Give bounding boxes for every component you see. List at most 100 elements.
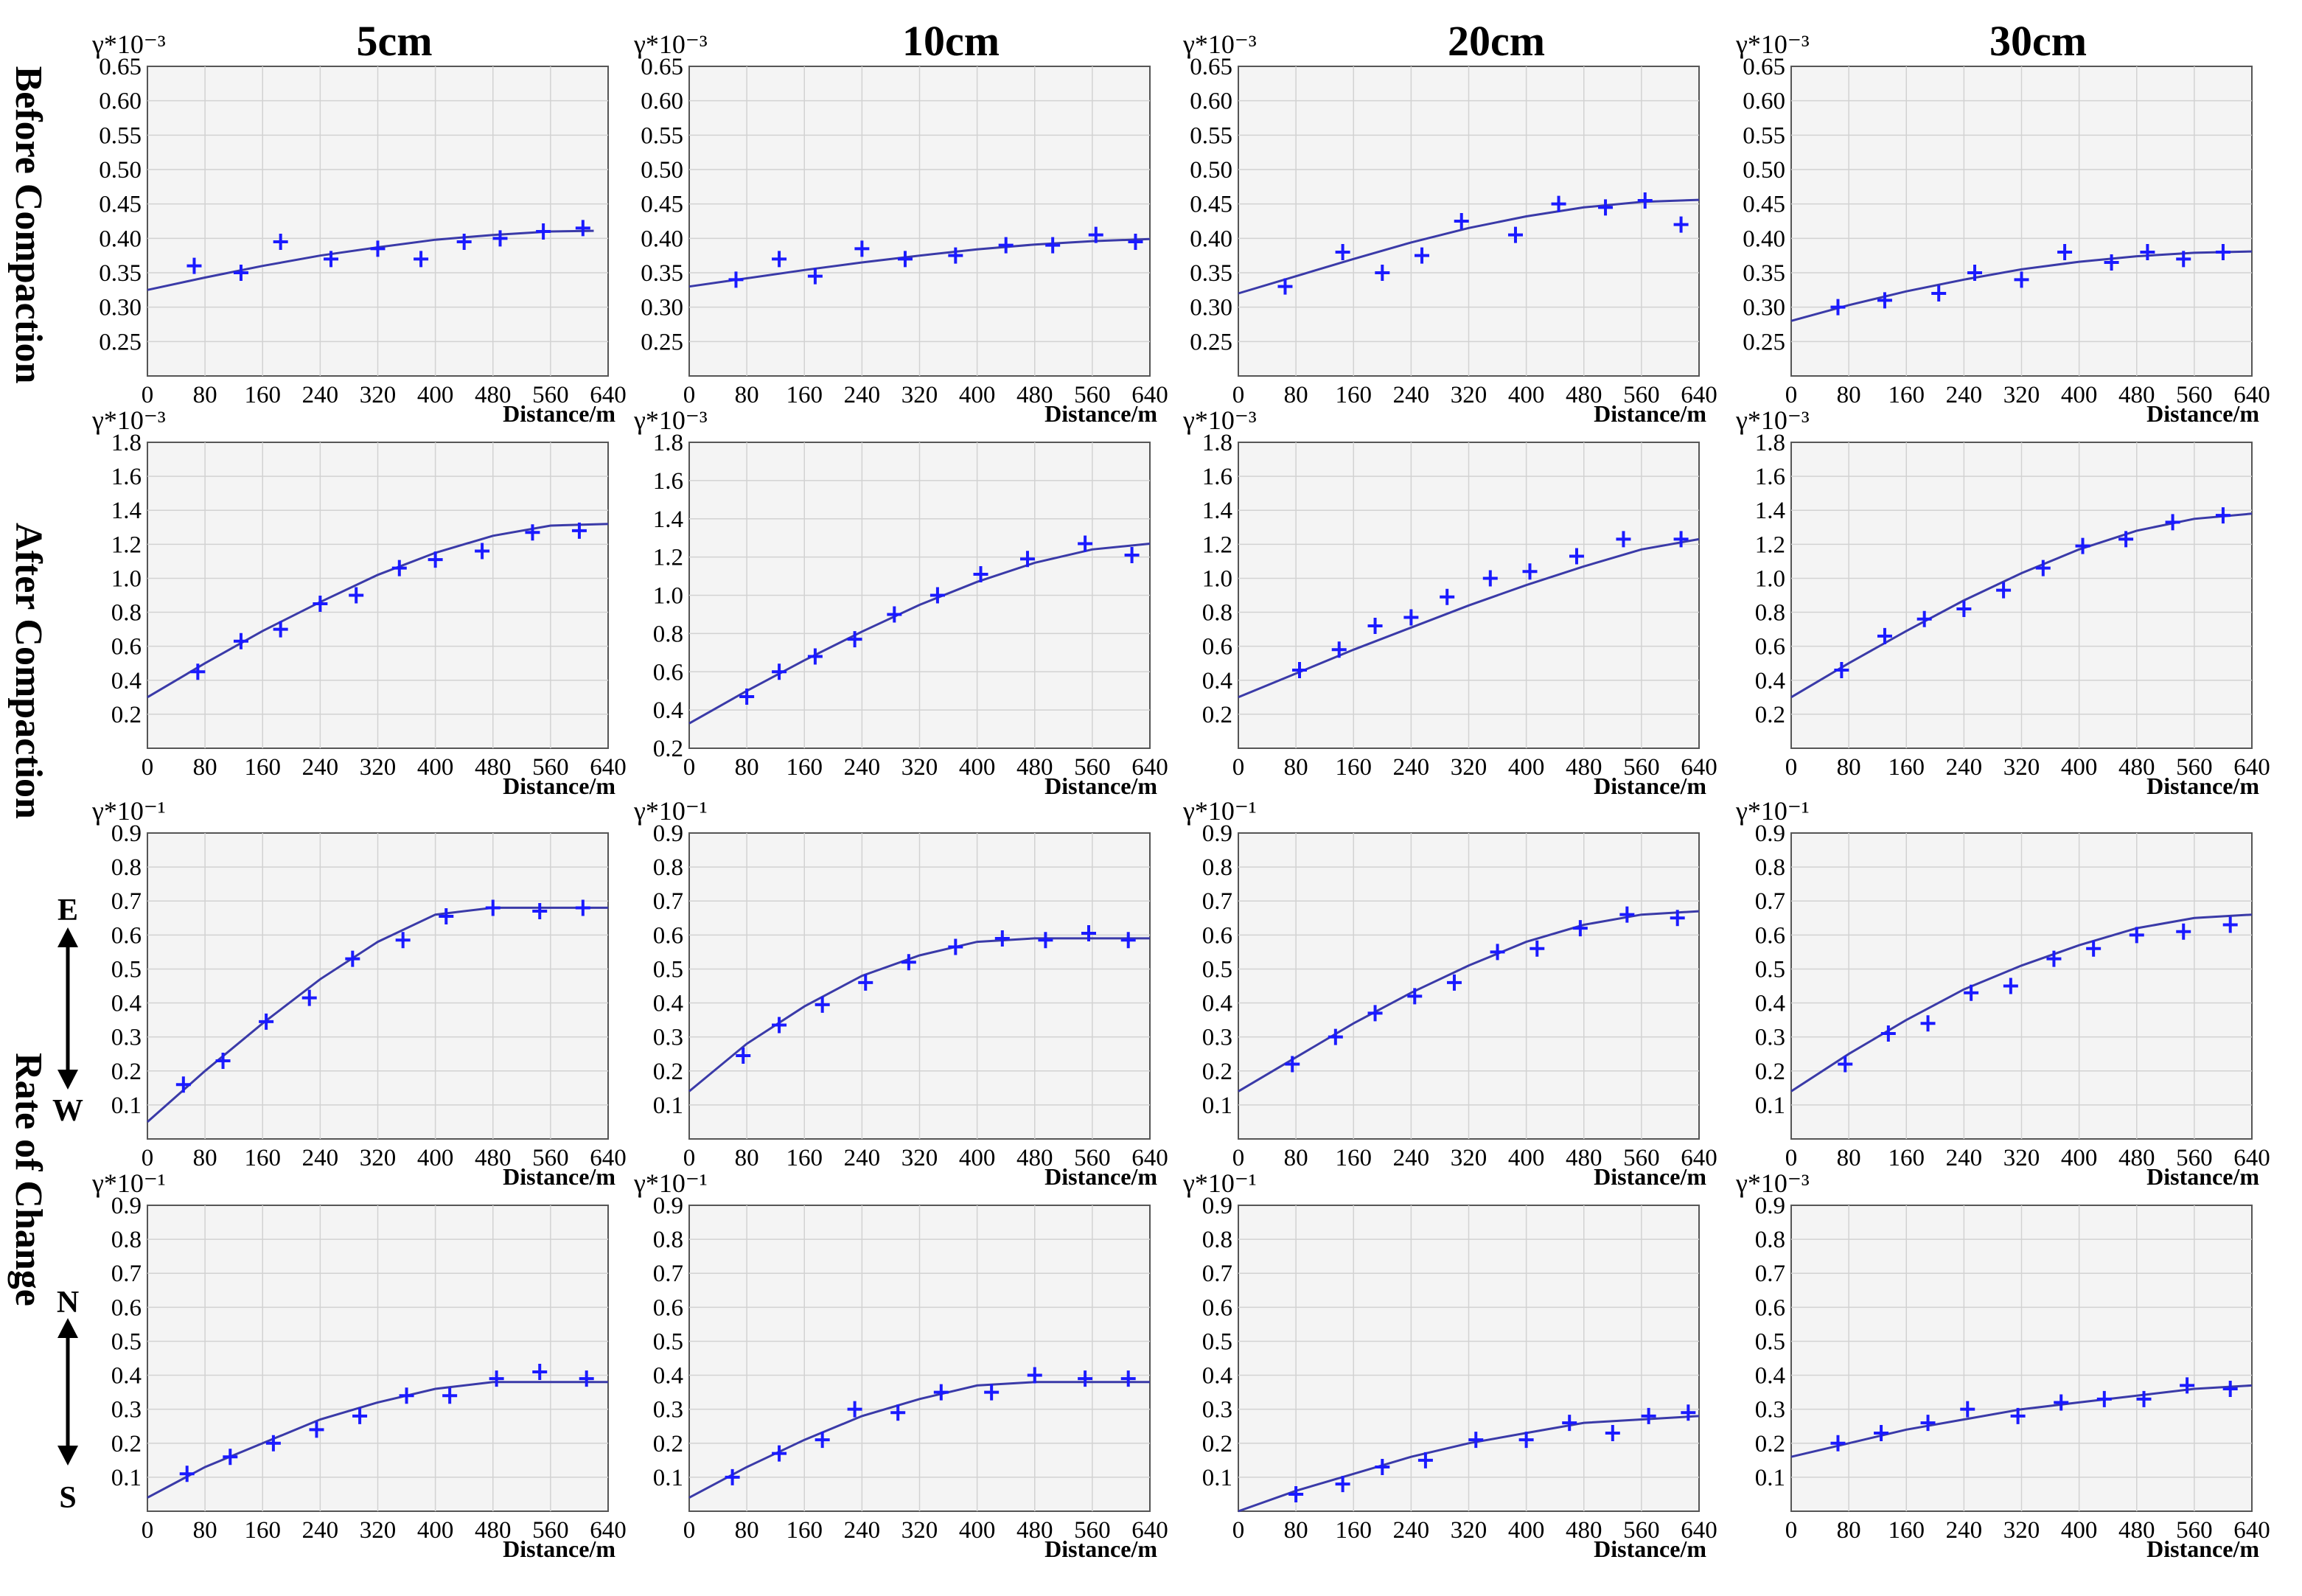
data-point bbox=[571, 522, 587, 539]
x-tick-label: 480 bbox=[475, 1145, 512, 1171]
y-tick-label: 0.40 bbox=[1743, 226, 1785, 252]
data-point bbox=[475, 543, 490, 560]
data-point bbox=[1605, 1424, 1620, 1441]
data-point bbox=[887, 606, 902, 623]
fit-line bbox=[147, 1381, 608, 1499]
data-point bbox=[1045, 237, 1061, 254]
x-tick-label: 80 bbox=[735, 754, 759, 781]
data-point bbox=[1375, 1459, 1390, 1476]
data-point bbox=[1507, 226, 1523, 243]
y-tick-label: 0.6 bbox=[1202, 922, 1232, 949]
chart-panel-r0-c2: 0 80 160 240 320 400 480 560 640 0.25 0.30 0.35 0.40… bbox=[1182, 29, 1717, 427]
data-point bbox=[2222, 1381, 2238, 1397]
data-point bbox=[1616, 531, 1631, 548]
direction-arrowhead-west bbox=[57, 1070, 78, 1090]
data-point bbox=[1454, 213, 1469, 229]
y-tick-label: 0.25 bbox=[99, 329, 142, 355]
data-point bbox=[1572, 920, 1588, 937]
data-point bbox=[442, 1387, 458, 1404]
x-tick-label: 400 bbox=[959, 1145, 996, 1171]
data-point bbox=[1637, 192, 1653, 209]
data-point bbox=[1530, 940, 1545, 957]
x-tick-label: 480 bbox=[475, 1517, 512, 1544]
fit-line bbox=[1238, 1415, 1700, 1513]
x-tick-label: 320 bbox=[1451, 382, 1487, 408]
x-tick-label: 0 bbox=[1232, 1517, 1245, 1544]
x-tick-label: 160 bbox=[1888, 1145, 1925, 1171]
y-tick-label: 1.4 bbox=[111, 498, 142, 524]
x-axis-label: Distance/m bbox=[1044, 773, 1157, 799]
x-tick-label: 320 bbox=[360, 1517, 397, 1544]
data-point bbox=[2003, 978, 2018, 994]
y-tick-label: 0.3 bbox=[1755, 1025, 1785, 1051]
data-point bbox=[1120, 932, 1136, 949]
data-point bbox=[1367, 618, 1383, 634]
data-point bbox=[1415, 247, 1430, 264]
data-point bbox=[391, 560, 407, 576]
x-tick-label: 480 bbox=[1016, 1517, 1053, 1544]
data-point bbox=[1673, 531, 1689, 548]
y-tick-label: 0.1 bbox=[653, 1465, 683, 1491]
y-tick-label: 0.4 bbox=[1202, 668, 1232, 694]
x-tick-label: 80 bbox=[1837, 1145, 1861, 1171]
y-tick-label: 0.2 bbox=[111, 1431, 142, 1457]
data-point bbox=[525, 524, 540, 541]
data-point bbox=[929, 587, 945, 604]
x-axis-label: Distance/m bbox=[1594, 773, 1706, 799]
y-tick-label: 0.6 bbox=[1202, 1294, 1232, 1321]
data-point bbox=[1518, 1432, 1534, 1449]
data-point bbox=[1960, 1401, 1975, 1418]
y-tick-label: 0.8 bbox=[1202, 1227, 1232, 1253]
y-tick-label: 0.55 bbox=[1743, 122, 1785, 149]
y-axis-label: γ*10⁻³ bbox=[1735, 29, 1810, 59]
y-tick-label: 0.8 bbox=[111, 600, 142, 627]
y-tick-label: 0.4 bbox=[111, 668, 142, 694]
x-tick-label: 560 bbox=[1623, 1517, 1660, 1544]
x-tick-label: 0 bbox=[142, 754, 154, 781]
direction-label-north: N bbox=[57, 1286, 79, 1320]
y-tick-label: 0.2 bbox=[653, 1431, 683, 1457]
data-point bbox=[973, 565, 988, 582]
y-tick-label: 0.9 bbox=[111, 820, 142, 847]
fit-line bbox=[1790, 250, 2253, 322]
y-tick-label: 1.4 bbox=[1202, 498, 1232, 524]
y-tick-label: 0.50 bbox=[99, 157, 142, 184]
x-tick-label: 480 bbox=[1566, 382, 1602, 408]
x-tick-label: 80 bbox=[1837, 1517, 1861, 1544]
chart-panel-r3-c0: 0 80 160 240 320 400 480 560 640 0.1 0.2 0.3 0.4 0.5 0… bbox=[91, 1168, 627, 1562]
y-tick-label: 0.4 bbox=[1755, 668, 1785, 694]
data-point bbox=[1468, 1432, 1484, 1449]
data-point bbox=[2096, 1390, 2112, 1407]
x-tick-label: 160 bbox=[1888, 1517, 1925, 1544]
data-point bbox=[1292, 661, 1308, 678]
y-tick-label: 0.6 bbox=[111, 922, 142, 949]
y-tick-label: 0.65 bbox=[99, 54, 142, 80]
x-tick-label: 480 bbox=[1566, 1145, 1602, 1171]
x-tick-label: 160 bbox=[786, 1517, 823, 1544]
data-point bbox=[1328, 1028, 1343, 1045]
data-point bbox=[1681, 1404, 1696, 1421]
data-point bbox=[175, 1076, 191, 1093]
y-tick-label: 0.2 bbox=[1755, 702, 1785, 728]
data-point bbox=[1598, 199, 1614, 216]
fit-line bbox=[1790, 1384, 2253, 1458]
data-point bbox=[1916, 610, 1932, 627]
y-tick-label: 0.25 bbox=[641, 329, 683, 355]
data-point bbox=[948, 247, 963, 264]
chart-panel-r1-c1: 0 80 160 240 320 400 480 560 640 0.2 0.4 0.6 0.8 1.0 1… bbox=[633, 405, 1168, 799]
data-point bbox=[1830, 1435, 1846, 1452]
x-tick-label: 320 bbox=[2003, 1517, 2040, 1544]
data-point bbox=[2118, 531, 2134, 548]
x-tick-label: 320 bbox=[360, 1145, 397, 1171]
x-tick-label: 160 bbox=[1336, 1517, 1373, 1544]
data-point bbox=[1838, 1056, 1853, 1073]
x-tick-label: 480 bbox=[1016, 1145, 1053, 1171]
y-tick-label: 0.65 bbox=[1743, 54, 1785, 80]
data-point bbox=[2010, 1407, 2026, 1424]
x-tick-label: 560 bbox=[2176, 1517, 2213, 1544]
data-point bbox=[1551, 195, 1566, 212]
y-tick-label: 1.8 bbox=[1755, 430, 1785, 456]
data-point bbox=[2165, 514, 2180, 531]
data-point bbox=[772, 1445, 787, 1462]
y-tick-label: 0.60 bbox=[641, 88, 683, 115]
